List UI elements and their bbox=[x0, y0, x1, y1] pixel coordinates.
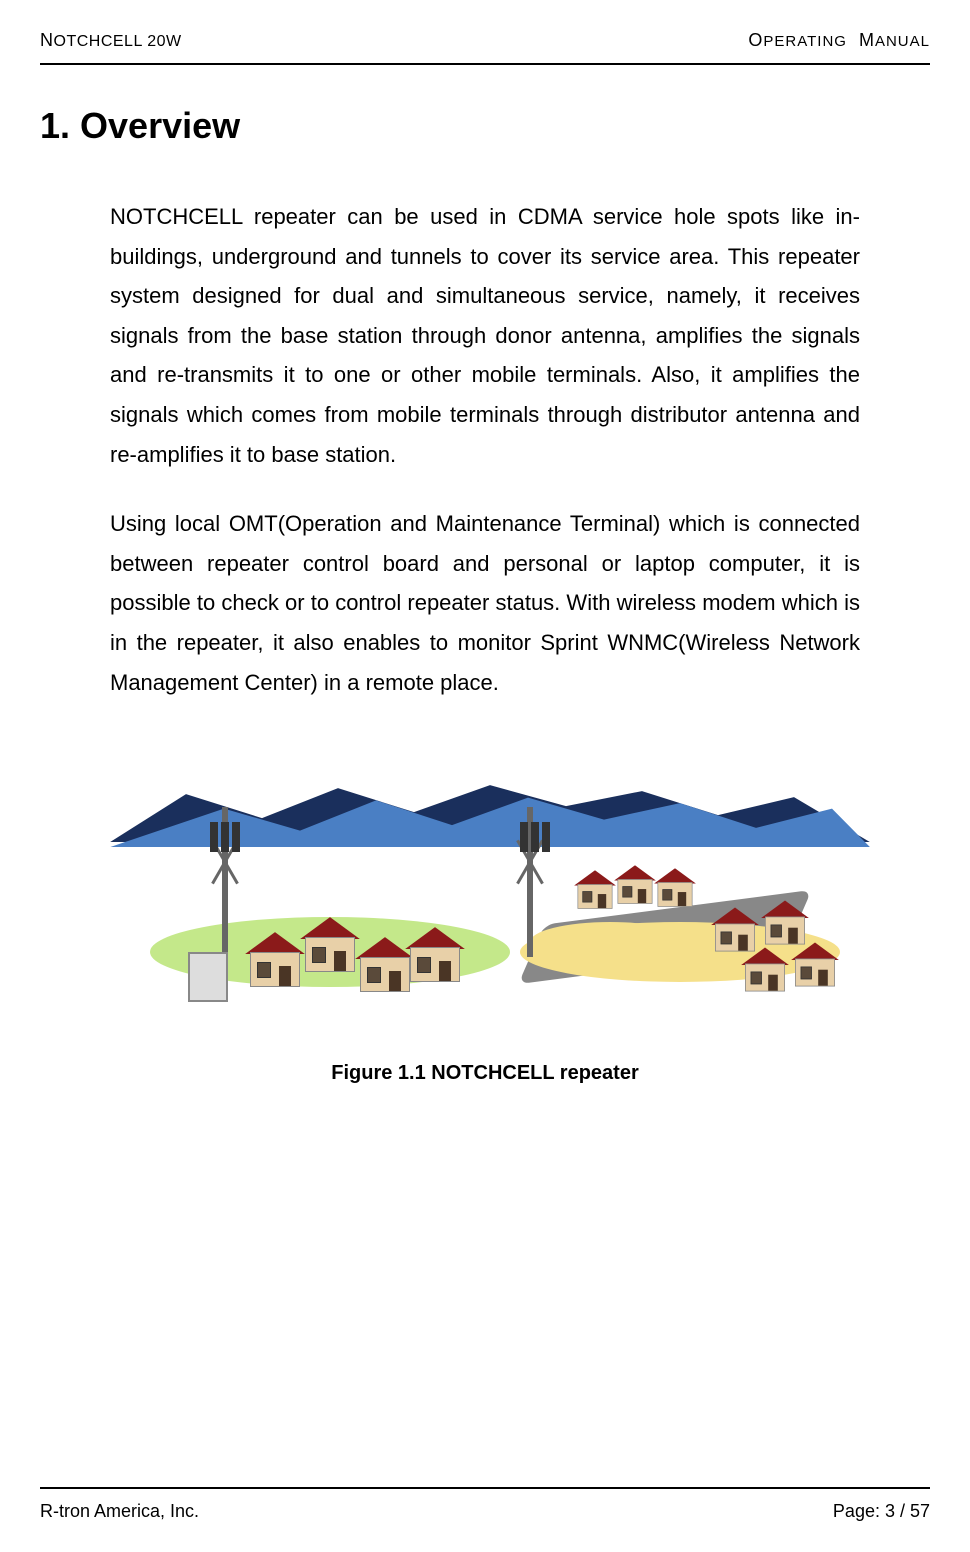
page-footer: R-tron America, Inc. Page: 3 / 57 bbox=[40, 1487, 930, 1522]
paragraph-2: Using local OMT(Operation and Maintenanc… bbox=[110, 504, 860, 702]
base-station-cabinet bbox=[188, 952, 228, 1002]
header-left-text: OTCHCELL 20W bbox=[54, 33, 182, 50]
house-icon bbox=[618, 865, 653, 904]
repeater-tower bbox=[510, 807, 550, 957]
footer-page-number: Page: 3 / 57 bbox=[833, 1501, 930, 1522]
figure-caption: Figure 1.1 NOTCHCELL repeater bbox=[110, 1062, 860, 1085]
footer-company: R-tron America, Inc. bbox=[40, 1501, 199, 1522]
header-right-m: M bbox=[859, 30, 875, 50]
body-content: NOTCHCELL repeater can be used in CDMA s… bbox=[40, 197, 930, 1085]
house-icon bbox=[250, 932, 300, 987]
base-station-tower bbox=[200, 807, 250, 967]
figure-illustration bbox=[110, 752, 870, 1042]
house-icon bbox=[410, 927, 460, 982]
house-icon bbox=[765, 901, 805, 945]
header-right-anual: ANUAL bbox=[875, 33, 930, 50]
header-product-name: NOTCHCELL 20W bbox=[40, 30, 182, 51]
house-icon bbox=[658, 868, 693, 907]
section-title: 1. Overview bbox=[40, 105, 930, 147]
header-doc-type: OPERATING MANUAL bbox=[748, 30, 930, 51]
page-header: NOTCHCELL 20W OPERATING MANUAL bbox=[40, 30, 930, 65]
house-icon bbox=[578, 870, 613, 909]
paragraph-1: NOTCHCELL repeater can be used in CDMA s… bbox=[110, 197, 860, 474]
header-right-o: O bbox=[748, 30, 763, 50]
house-icon bbox=[715, 908, 755, 952]
house-icon bbox=[360, 937, 410, 992]
house-icon bbox=[745, 948, 785, 992]
figure-container: Figure 1.1 NOTCHCELL repeater bbox=[110, 752, 860, 1085]
house-icon bbox=[305, 917, 355, 972]
header-right-perating: PERATING bbox=[763, 33, 847, 50]
header-left-prefix: N bbox=[40, 30, 54, 50]
house-icon bbox=[795, 943, 835, 987]
